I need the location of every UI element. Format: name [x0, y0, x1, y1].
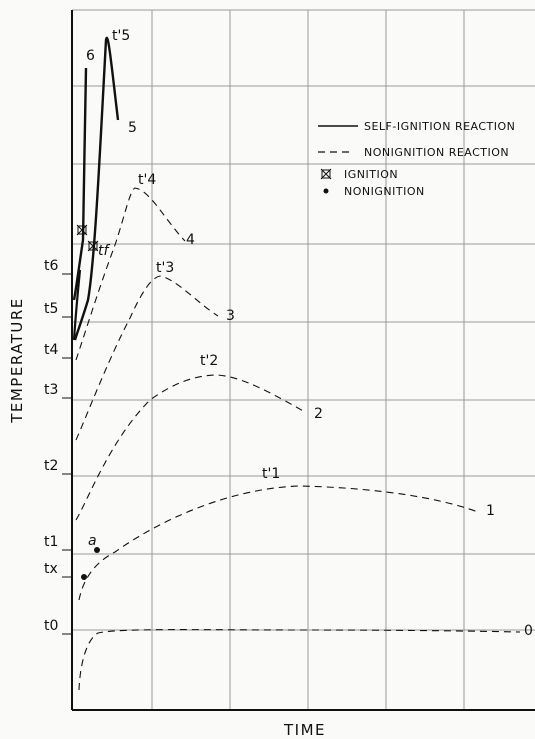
legend-label: SELF-IGNITION REACTION [364, 120, 515, 133]
grid [72, 9, 535, 710]
curve-2 [75, 374, 306, 521]
annotation-a: a [88, 533, 97, 549]
axes [71, 10, 535, 711]
legend-label: IGNITION [344, 168, 398, 181]
curve-labels: 0 1 t'1 2 t'2 3 t'3 4 t'4 5 t'5 6 a tf [86, 28, 533, 639]
nonignition-marker [94, 547, 100, 553]
nonignition-marker [81, 574, 87, 580]
y-tick-label: t0 [44, 618, 58, 634]
y-tick-label: t6 [44, 258, 58, 274]
legend-ignition-cross [320, 168, 332, 180]
curve-label-4: 4 [186, 232, 195, 248]
curves [72, 36, 521, 691]
curve-5 [73, 36, 120, 341]
y-tick-label: tx [44, 561, 58, 577]
curve-label-2: 2 [314, 406, 323, 422]
legend-label: NONIGNITION [344, 185, 425, 198]
legend-ignition-symbol [321, 169, 331, 179]
curve-label-5: 5 [128, 120, 137, 136]
peak-label-1: t'1 [262, 466, 280, 482]
y-tick-label: t4 [44, 342, 58, 358]
curve-label-6: 6 [86, 48, 95, 64]
curve-3 [75, 275, 219, 441]
y-tick-label: t2 [44, 458, 58, 474]
curve-6 [72, 67, 88, 301]
legend-label: NONIGNITION REACTION [364, 146, 509, 159]
curve-4 [75, 187, 186, 361]
curve-label-3: 3 [226, 308, 235, 324]
markers [76, 224, 100, 580]
y-tick-label: t5 [44, 301, 58, 317]
curve-0 [78, 629, 521, 691]
curve-label-0: 0 [524, 623, 533, 639]
ignition-marker [88, 241, 98, 251]
legend: SELF-IGNITION REACTION NONIGNITION REACTI… [318, 120, 515, 198]
y-tick-labels: t0 tx t1 t2 t3 t4 t5 t6 [44, 258, 72, 635]
curve-1 [78, 485, 479, 601]
ignition-marker [77, 225, 87, 235]
peak-label-2: t'2 [200, 353, 218, 369]
curve-5-start [72, 269, 82, 341]
y-tick-label: t1 [44, 534, 58, 550]
x-axis-title: TIME [283, 721, 326, 739]
peak-label-5: t'5 [112, 28, 130, 44]
ignition-marker-cross [76, 224, 88, 236]
ignition-marker-cross [87, 240, 99, 252]
peak-label-4: t'4 [138, 172, 156, 188]
annotation-tf: tf [98, 243, 110, 259]
peak-label-3: t'3 [156, 260, 174, 276]
curve-label-1: 1 [486, 503, 495, 519]
legend-nonignition-symbol [323, 188, 329, 194]
y-axis-title: TEMPERATURE [8, 297, 26, 424]
y-tick-label: t3 [44, 382, 58, 398]
